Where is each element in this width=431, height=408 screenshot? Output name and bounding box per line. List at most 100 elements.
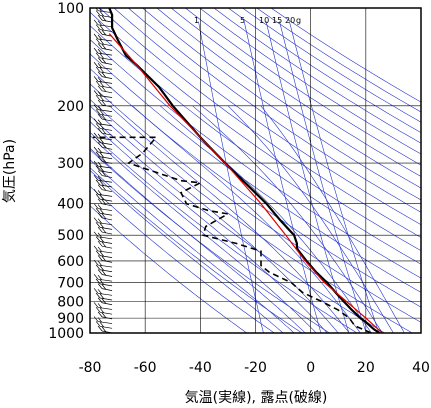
dry-adiabat-line xyxy=(142,8,421,201)
wind-barb xyxy=(97,113,113,122)
y-tick-label: 400 xyxy=(57,197,84,213)
wind-barb xyxy=(95,250,113,258)
wind-barb xyxy=(93,302,113,310)
dewpoint-line xyxy=(92,136,372,333)
mixing-ratio-line xyxy=(289,21,380,333)
mixing-ratio-line xyxy=(265,21,350,333)
wind-barb xyxy=(93,19,113,28)
moist-adiabat-line xyxy=(260,105,405,333)
wind-barb xyxy=(95,123,113,131)
mixing-ratio-labels: 1 5 10 15 20 g xyxy=(194,16,301,25)
wind-barb xyxy=(95,38,113,47)
wind-barb xyxy=(97,156,113,164)
wind-barb xyxy=(93,62,113,70)
wind-barb xyxy=(93,273,113,282)
wind-barb xyxy=(95,94,113,103)
mixing-ratio-line xyxy=(279,21,367,333)
dry-adiabat-line xyxy=(213,8,421,144)
wind-barb xyxy=(95,208,113,216)
wind-barb xyxy=(97,43,113,51)
wind-barb xyxy=(95,165,113,174)
wind-barb xyxy=(95,24,113,32)
dry-adiabat-line xyxy=(90,149,331,333)
wind-barb xyxy=(95,66,113,75)
dry-adiabat-line xyxy=(99,8,421,238)
wind-barb xyxy=(95,236,113,244)
wind-barb xyxy=(95,52,113,61)
dry-adiabat-line xyxy=(228,8,421,133)
wind-barb xyxy=(97,255,113,263)
x-tick-labels: -80 -60 -40 -20 0 20 40 xyxy=(79,360,430,376)
dry-adiabat-line xyxy=(270,8,421,103)
mixing-ratio-label: 20 xyxy=(285,16,295,25)
wind-barb xyxy=(93,76,113,84)
wind-barb xyxy=(95,264,113,273)
dry-adiabat-line xyxy=(90,205,248,333)
wind-barb xyxy=(95,278,113,287)
wind-barb xyxy=(93,259,113,268)
wind-barb xyxy=(97,297,113,306)
dry-adiabat-line xyxy=(90,68,421,308)
x-tick-label: 0 xyxy=(306,360,315,376)
wind-barb xyxy=(93,189,113,197)
reference-line xyxy=(108,33,383,333)
y-tick-label: 1000 xyxy=(48,326,84,342)
wind-barb xyxy=(97,71,113,79)
mixing-ratio-line xyxy=(198,21,264,333)
wind-barb xyxy=(97,85,113,94)
y-tick-label: 600 xyxy=(57,254,84,270)
wind-barb xyxy=(95,80,113,89)
dry-adiabat-line xyxy=(171,8,421,177)
wind-barb xyxy=(95,151,113,160)
wind-barb xyxy=(97,29,113,37)
y-tick-label: 100 xyxy=(57,1,84,17)
wind-barb xyxy=(97,57,113,65)
wind-barb xyxy=(93,288,113,296)
wind-barb xyxy=(97,184,113,193)
mixing-ratio-label: 1 xyxy=(194,16,199,25)
x-tick-label: 40 xyxy=(412,360,430,376)
wind-barb xyxy=(93,231,113,240)
wind-barb xyxy=(95,137,113,145)
wind-barb xyxy=(97,127,113,136)
wind-barb xyxy=(97,269,113,277)
wind-barb xyxy=(93,47,113,56)
wind-barb xyxy=(93,217,113,226)
wind-barb xyxy=(93,175,113,183)
y-tick-label: 500 xyxy=(57,228,84,244)
dry-adiabat-line xyxy=(156,8,421,189)
x-tick-label: -40 xyxy=(189,360,212,376)
mixing-ratio-label: g xyxy=(296,16,301,25)
wind-barb xyxy=(97,198,113,207)
mixing-ratio-label: 15 xyxy=(272,16,282,25)
isolines-group xyxy=(90,8,421,333)
series-group xyxy=(92,8,383,333)
wind-barb xyxy=(97,14,113,23)
x-tick-label: 20 xyxy=(357,360,375,376)
dry-adiabat-line xyxy=(113,8,421,226)
wind-barbs-group xyxy=(93,8,113,333)
y-tick-label: 800 xyxy=(57,295,84,311)
dry-adiabat-line xyxy=(90,99,413,333)
wind-barb xyxy=(95,292,113,301)
dry-adiabat-line xyxy=(128,8,421,213)
wind-barb xyxy=(93,245,113,254)
y-tick-label: 900 xyxy=(57,311,84,327)
plot-frame xyxy=(89,7,422,334)
moist-adiabat-line xyxy=(132,105,361,333)
temperature-line xyxy=(108,8,381,333)
moist-adiabat-line xyxy=(192,105,383,333)
y-tick-label: 700 xyxy=(57,276,84,292)
wind-barb xyxy=(95,193,113,202)
x-tick-label: -80 xyxy=(79,360,102,376)
dry-adiabat-line xyxy=(185,8,421,166)
dry-adiabat-line xyxy=(90,39,421,279)
wind-barb xyxy=(97,311,113,320)
wind-barb xyxy=(95,222,113,230)
wind-barb xyxy=(110,8,113,9)
wind-barb xyxy=(95,321,113,329)
dry-adiabat-line xyxy=(90,167,303,333)
wind-barb xyxy=(97,283,113,291)
